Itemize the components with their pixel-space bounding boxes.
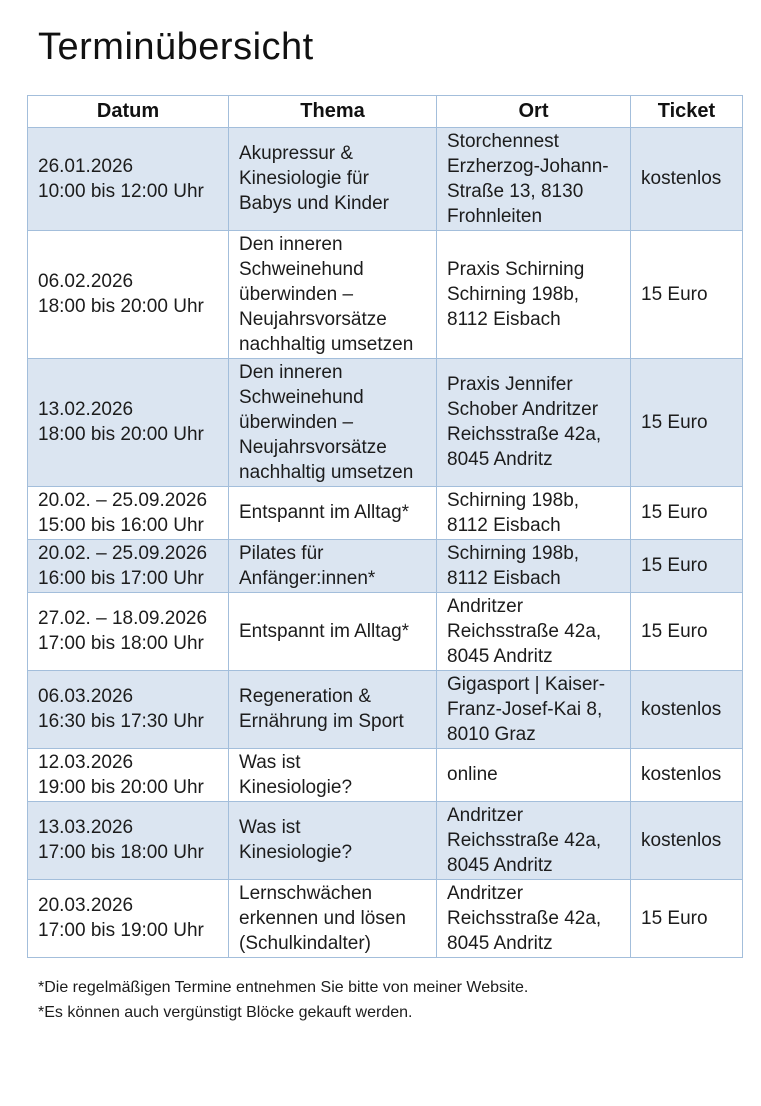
cell-ort: Schirning 198b, 8112 Eisbach <box>436 538 631 593</box>
cell-ticket: 15 Euro <box>630 229 743 359</box>
cell-ticket: 15 Euro <box>630 591 743 671</box>
cell-datum: 20.02. – 25.09.2026 15:00 bis 16:00 Uhr <box>27 485 229 540</box>
table-row: 13.02.2026 18:00 bis 20:00 Uhr Den innere… <box>27 357 743 487</box>
footnote-blocks: *Es können auch vergünstigt Blöcke gekau… <box>38 1003 413 1021</box>
cell-thema: Entspannt im Alltag* <box>228 485 437 540</box>
schedule-table: Datum Thema Ort Ticket 26.01.2026 10:00 … <box>27 94 743 958</box>
table-row: 27.02. – 18.09.2026 17:00 bis 18:00 Uhr E… <box>27 591 743 671</box>
cell-datum: 13.03.2026 17:00 bis 18:00 Uhr <box>27 800 229 880</box>
column-header-datum: Datum <box>27 94 229 128</box>
cell-ticket: 15 Euro <box>630 878 743 958</box>
cell-thema: Was ist Kinesiologie? <box>228 747 437 802</box>
table-row: 06.03.2026 16:30 bis 17:30 Uhr Regenerati… <box>27 669 743 749</box>
cell-datum: 26.01.2026 10:00 bis 12:00 Uhr <box>27 126 229 231</box>
table-row: 20.03.2026 17:00 bis 19:00 Uhr Lernschwäc… <box>27 878 743 958</box>
cell-ticket: kostenlos <box>630 126 743 231</box>
cell-ticket: 15 Euro <box>630 357 743 487</box>
schedule-table-body: 26.01.2026 10:00 bis 12:00 Uhr Akupressur… <box>27 126 743 958</box>
cell-thema: Den inneren Schweinehund überwinden – Ne… <box>228 357 437 487</box>
column-header-thema: Thema <box>228 94 437 128</box>
cell-ort: Andritzer Reichsstraße 42a, 8045 Andritz <box>436 800 631 880</box>
footnotes: *Die regelmäßigen Termine entnehmen Sie … <box>38 975 761 1025</box>
cell-ort: Schirning 198b, 8112 Eisbach <box>436 485 631 540</box>
cell-datum: 27.02. – 18.09.2026 17:00 bis 18:00 Uhr <box>27 591 229 671</box>
cell-datum: 20.02. – 25.09.2026 16:00 bis 17:00 Uhr <box>27 538 229 593</box>
cell-datum: 06.03.2026 16:30 bis 17:30 Uhr <box>27 669 229 749</box>
cell-datum: 06.02.2026 18:00 bis 20:00 Uhr <box>27 229 229 359</box>
cell-ticket: kostenlos <box>630 800 743 880</box>
table-row: 20.02. – 25.09.2026 16:00 bis 17:00 Uhr P… <box>27 538 743 593</box>
cell-thema: Regeneration & Ernährung im Sport <box>228 669 437 749</box>
cell-ort: Gigasport | Kaiser- Franz-Josef-Kai 8, 8… <box>436 669 631 749</box>
cell-thema: Akupressur & Kinesiologie für Babys und … <box>228 126 437 231</box>
table-row: 12.03.2026 19:00 bis 20:00 Uhr Was ist Ki… <box>27 747 743 802</box>
table-row: 06.02.2026 18:00 bis 20:00 Uhr Den innere… <box>27 229 743 359</box>
cell-thema: Entspannt im Alltag* <box>228 591 437 671</box>
cell-ticket: 15 Euro <box>630 485 743 540</box>
cell-ticket: 15 Euro <box>630 538 743 593</box>
table-row: 13.03.2026 17:00 bis 18:00 Uhr Was ist Ki… <box>27 800 743 880</box>
cell-ort: online <box>436 747 631 802</box>
cell-thema: Den inneren Schweinehund überwinden – Ne… <box>228 229 437 359</box>
cell-datum: 12.03.2026 19:00 bis 20:00 Uhr <box>27 747 229 802</box>
cell-ticket: kostenlos <box>630 669 743 749</box>
cell-ort: Praxis Jennifer Schober Andritzer Reichs… <box>436 357 631 487</box>
cell-thema: Was ist Kinesiologie? <box>228 800 437 880</box>
cell-ort: Storchennest Erzherzog-Johann- Straße 13… <box>436 126 631 231</box>
table-header-row: Datum Thema Ort Ticket <box>27 94 743 128</box>
cell-thema: Pilates für Anfänger:innen* <box>228 538 437 593</box>
page-title: Terminübersicht <box>38 26 314 68</box>
cell-datum: 13.02.2026 18:00 bis 20:00 Uhr <box>27 357 229 487</box>
cell-thema: Lernschwächen erkennen und lösen (Schulk… <box>228 878 437 958</box>
cell-ticket: kostenlos <box>630 747 743 802</box>
column-header-ticket: Ticket <box>630 94 743 128</box>
footnote-website: *Die regelmäßigen Termine entnehmen Sie … <box>38 978 529 996</box>
column-header-ort: Ort <box>436 94 631 128</box>
table-row: 26.01.2026 10:00 bis 12:00 Uhr Akupressur… <box>27 126 743 231</box>
cell-ort: Praxis Schirning Schirning 198b, 8112 Ei… <box>436 229 631 359</box>
cell-datum: 20.03.2026 17:00 bis 19:00 Uhr <box>27 878 229 958</box>
table-row: 20.02. – 25.09.2026 15:00 bis 16:00 Uhr E… <box>27 485 743 540</box>
cell-ort: Andritzer Reichsstraße 42a, 8045 Andritz <box>436 878 631 958</box>
cell-ort: Andritzer Reichsstraße 42a, 8045 Andritz <box>436 591 631 671</box>
